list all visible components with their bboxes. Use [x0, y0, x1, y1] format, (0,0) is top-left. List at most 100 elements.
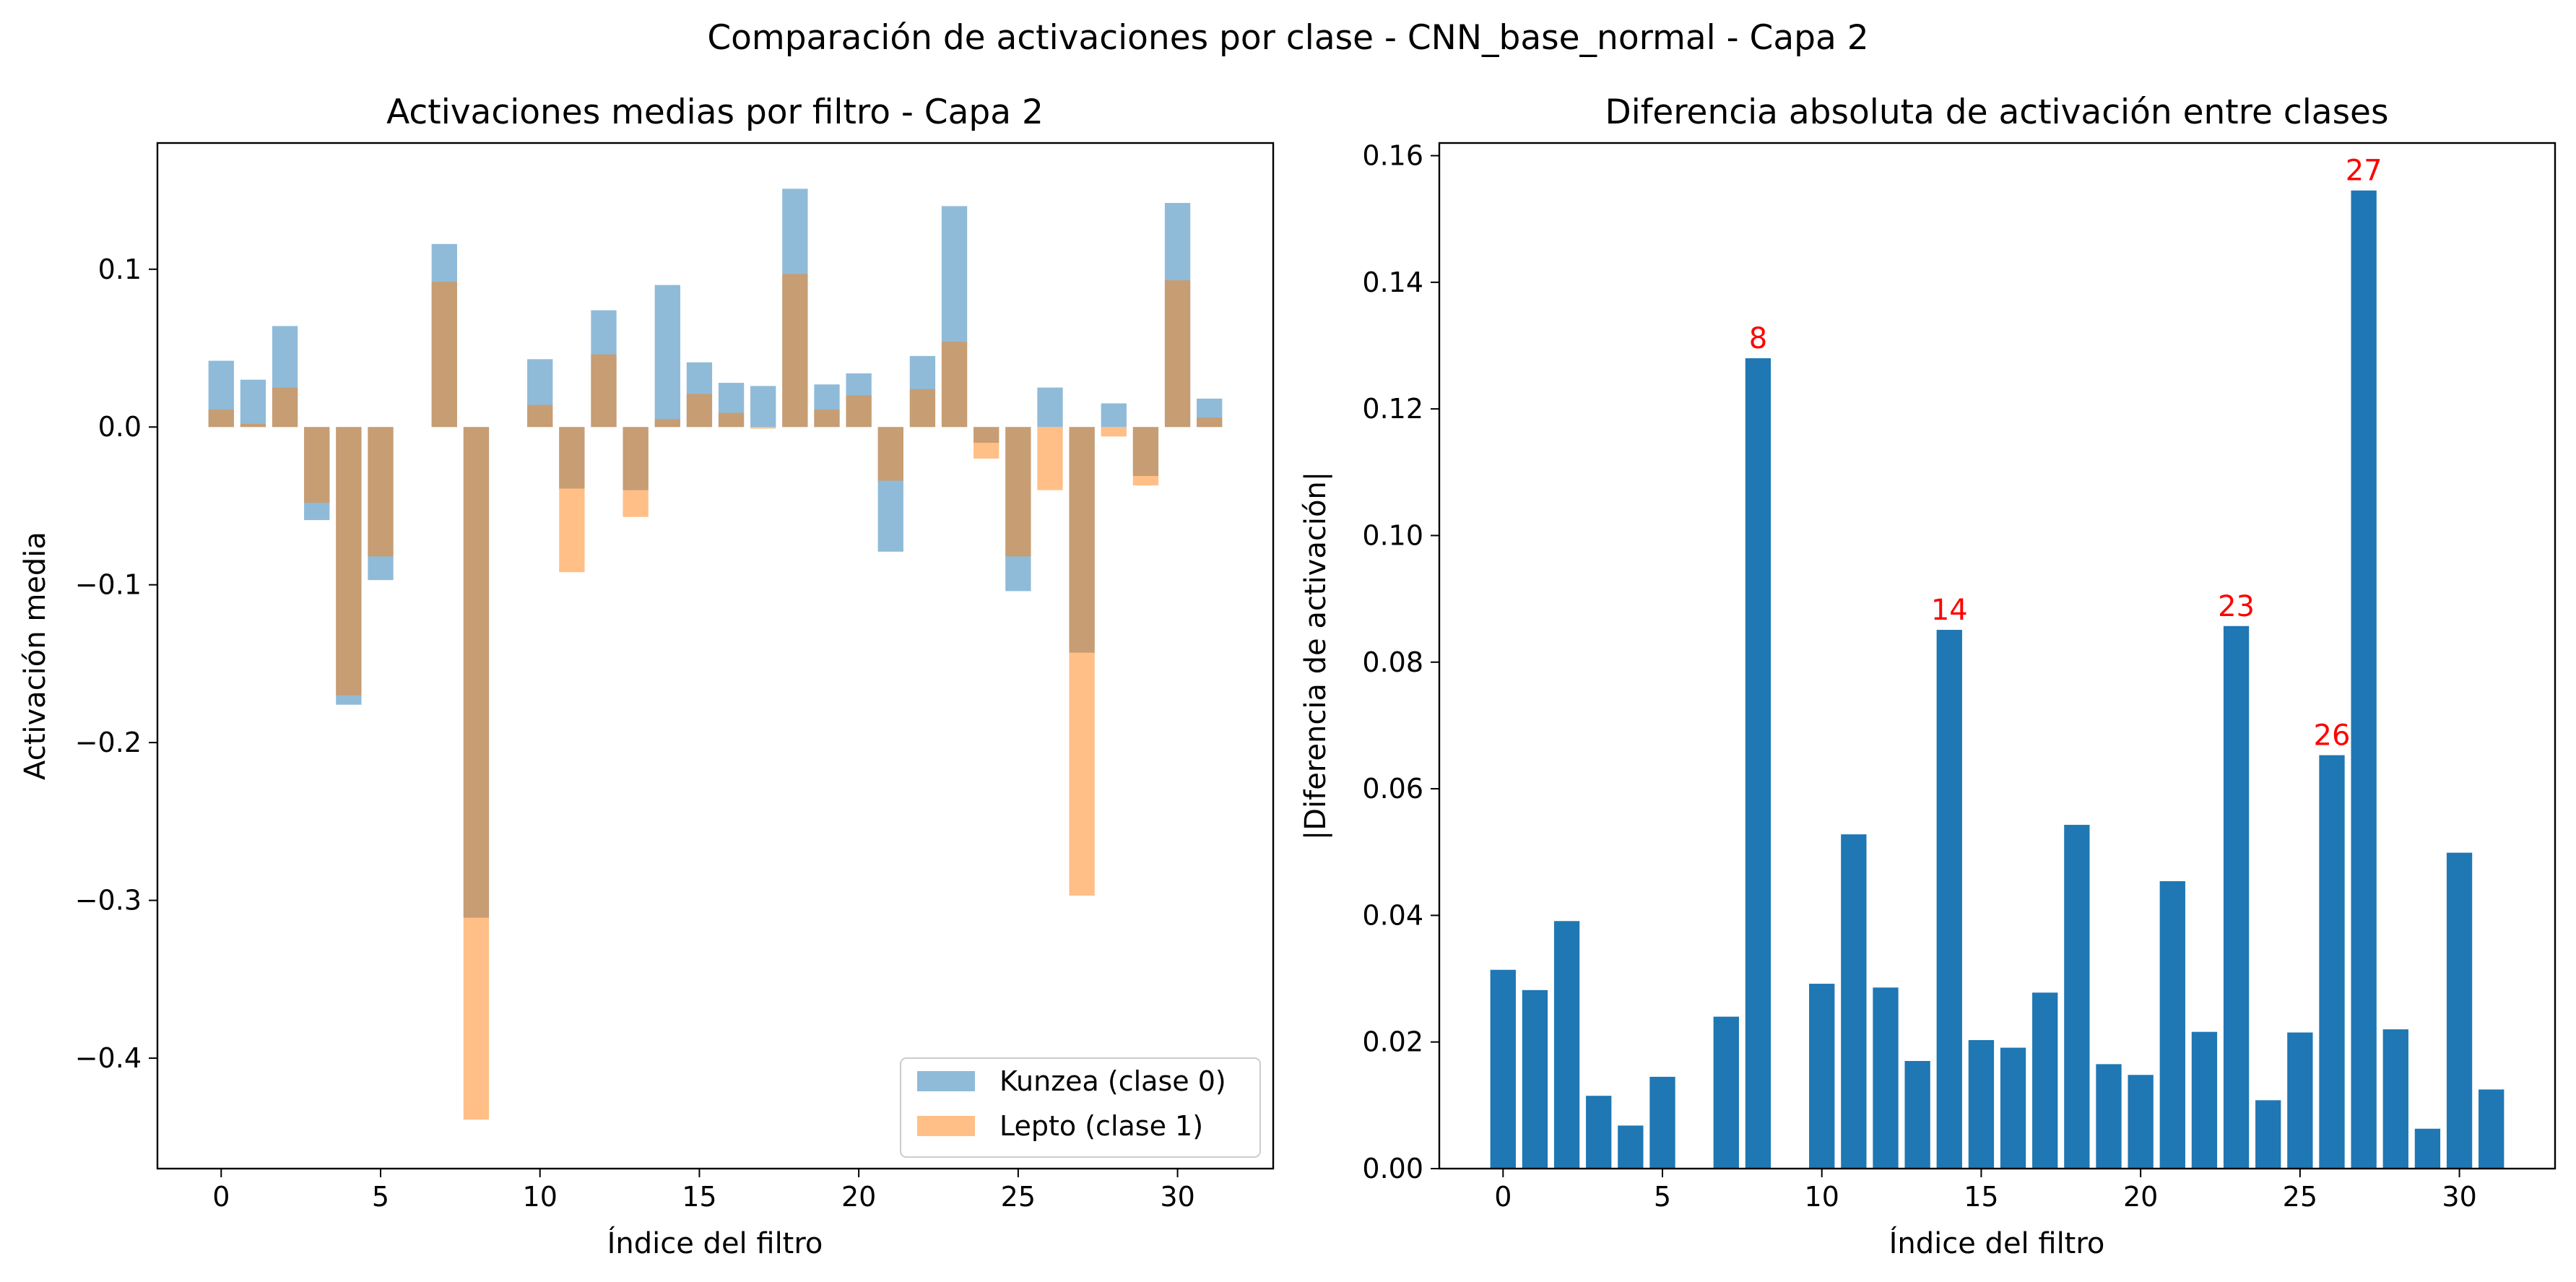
right-chart-xtick-label: 25	[2283, 1181, 2317, 1213]
bar-lepto-28	[1101, 427, 1127, 437]
right-chart-ytick-label: 0.16	[1362, 140, 1423, 172]
diff-bar-27	[2351, 190, 2377, 1169]
diff-bar-29	[2414, 1128, 2441, 1169]
right-chart: Diferencia absoluta de activación entre …	[1299, 92, 2557, 1260]
bar-lepto-12	[591, 354, 617, 428]
right-chart-bars	[1490, 190, 2505, 1169]
bar-lepto-4	[336, 427, 362, 696]
bar-lepto-8	[463, 427, 490, 1120]
diff-bar-4	[1618, 1125, 1644, 1169]
diff-bar-5	[1649, 1076, 1675, 1169]
bar-lepto-14	[654, 419, 680, 428]
diff-bar-7	[1713, 1016, 1739, 1169]
bar-kunzea-28	[1101, 403, 1127, 428]
bar-lepto-13	[623, 427, 649, 517]
bar-lepto-24	[973, 427, 999, 459]
annotation-filter-8: 8	[1749, 322, 1767, 355]
right-chart-xtick-label: 10	[1805, 1181, 1839, 1213]
right-chart-ytick-label: 0.06	[1362, 773, 1423, 805]
bar-lepto-5	[368, 427, 394, 557]
right-chart-axes: 0 5 10 15 20 25 30 0.00 0.02 0.04 0.06 0.08 0.10 0.12…	[1362, 140, 2476, 1213]
left-chart-ytick-label: −0.3	[75, 885, 142, 917]
bar-lepto-29	[1132, 427, 1159, 486]
left-chart-xtick-label: 30	[1160, 1181, 1194, 1213]
right-chart-xtick-label: 20	[2123, 1181, 2158, 1213]
right-chart-xlabel: Índice del filtro	[1889, 1226, 2105, 1260]
bar-lepto-26	[1037, 427, 1063, 490]
right-chart-xtick-label: 0	[1494, 1181, 1512, 1213]
right-chart-ytick-label: 0.04	[1362, 899, 1423, 931]
legend-swatch-lepto	[917, 1116, 975, 1136]
right-chart-ylabel: |Diferencia de activación|	[1299, 472, 1332, 841]
bar-lepto-3	[304, 427, 330, 503]
bar-lepto-10	[527, 404, 553, 428]
bar-lepto-1	[240, 423, 266, 428]
bar-lepto-0	[208, 410, 234, 428]
left-chart-ytick-label: 0.0	[98, 411, 142, 443]
right-chart-ytick-label: 0.08	[1362, 646, 1423, 678]
left-chart-xtick-label: 15	[682, 1181, 716, 1213]
diff-bar-20	[2128, 1075, 2154, 1169]
bar-lepto-2	[272, 387, 298, 428]
diff-bar-25	[2287, 1032, 2313, 1169]
diff-bar-30	[2446, 852, 2473, 1169]
legend-swatch-kunzea	[917, 1071, 975, 1091]
bar-lepto-31	[1197, 417, 1223, 428]
bar-kunzea-14	[654, 285, 680, 428]
diff-bar-13	[1904, 1060, 1930, 1169]
left-chart-ytick-label: −0.1	[75, 569, 142, 601]
legend-label-lepto: Lepto (clase 1)	[999, 1110, 1203, 1142]
bar-lepto-25	[1005, 427, 1031, 557]
bar-kunzea-17	[750, 386, 776, 428]
bar-lepto-20	[846, 395, 872, 428]
bar-lepto-19	[814, 410, 840, 428]
right-chart-xtick-label: 15	[1964, 1181, 1998, 1213]
bar-lepto-16	[718, 412, 745, 428]
left-chart-axes: 0 5 10 15 20 25 30 −0.4 −0.3 −0.2 −0.1 0.0 0.1	[75, 254, 1195, 1213]
bar-lepto-15	[686, 394, 713, 428]
diff-bar-12	[1873, 987, 1899, 1169]
left-chart-xlabel: Índice del filtro	[607, 1226, 823, 1260]
bar-lepto-7	[431, 282, 457, 428]
left-chart-xtick-label: 0	[212, 1181, 230, 1213]
bar-kunzea-26	[1037, 387, 1063, 428]
bar-lepto-11	[559, 427, 585, 573]
diff-bar-17	[2032, 992, 2058, 1169]
annotation-filter-27: 27	[2346, 155, 2382, 188]
bar-lepto-27	[1069, 427, 1095, 896]
left-chart-ytick-label: −0.4	[75, 1042, 142, 1074]
diff-bar-18	[2064, 825, 2090, 1169]
diff-bar-11	[1841, 834, 1867, 1169]
legend: Kunzea (clase 0) Lepto (clase 1)	[900, 1057, 1261, 1158]
right-chart-xtick-label: 5	[1654, 1181, 1671, 1213]
bar-kunzea-1	[240, 379, 266, 428]
figure-suptitle: Comparación de activaciones por clase - …	[707, 18, 1868, 58]
bar-lepto-21	[877, 427, 903, 481]
diff-bar-26	[2319, 755, 2345, 1169]
diff-bar-24	[2255, 1100, 2281, 1169]
right-chart-annotations: 8 14 23 26 27	[1749, 155, 2382, 753]
diff-bar-2	[1553, 921, 1580, 1169]
left-chart-xtick-label: 20	[841, 1181, 876, 1213]
diff-bar-19	[2096, 1064, 2122, 1169]
right-chart-ytick-label: 0.12	[1362, 393, 1423, 425]
left-chart-bars	[208, 189, 1223, 1120]
diff-bar-22	[2191, 1031, 2218, 1169]
diff-bar-28	[2382, 1029, 2408, 1169]
legend-label-kunzea: Kunzea (clase 0)	[999, 1065, 1226, 1097]
bar-lepto-23	[941, 342, 968, 428]
diff-bar-15	[1968, 1040, 1995, 1169]
diff-bar-8	[1745, 358, 1771, 1169]
diff-bar-14	[1936, 630, 1962, 1169]
left-chart: Activaciones medias por filtro - Capa 2 …	[19, 92, 1275, 1260]
diff-bar-23	[2223, 625, 2250, 1169]
diff-bar-1	[1522, 989, 1548, 1169]
right-chart-xtick-label: 30	[2442, 1181, 2476, 1213]
left-chart-ytick-label: −0.2	[75, 727, 142, 758]
annotation-filter-14: 14	[1931, 594, 1968, 627]
diff-bar-10	[1809, 984, 1835, 1169]
right-chart-ytick-label: 0.10	[1362, 519, 1423, 551]
right-chart-ytick-label: 0.14	[1362, 267, 1423, 298]
annotation-filter-23: 23	[2218, 590, 2255, 623]
